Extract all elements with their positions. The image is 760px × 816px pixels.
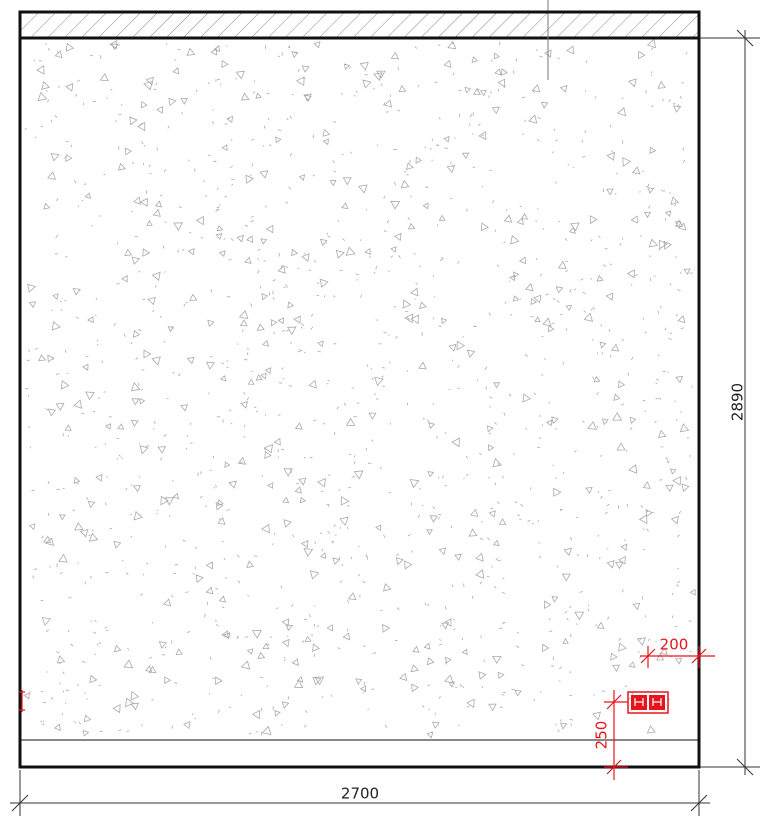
height-label: 2890: [729, 383, 747, 421]
outlet: [627, 691, 669, 714]
height-dimension: [700, 29, 760, 776]
texture-aggregate: [23, 38, 696, 739]
width-label: 2700: [341, 785, 379, 803]
ceiling-slab: [18, 10, 701, 40]
wall-outline: [18, 10, 701, 769]
outlet-bottom-offset: 250: [593, 721, 611, 750]
outlet-side-offset: 200: [660, 636, 689, 654]
width-dimension: [10, 770, 710, 816]
wall-background: [20, 12, 699, 767]
outlet-dimensions: [19, 646, 715, 780]
